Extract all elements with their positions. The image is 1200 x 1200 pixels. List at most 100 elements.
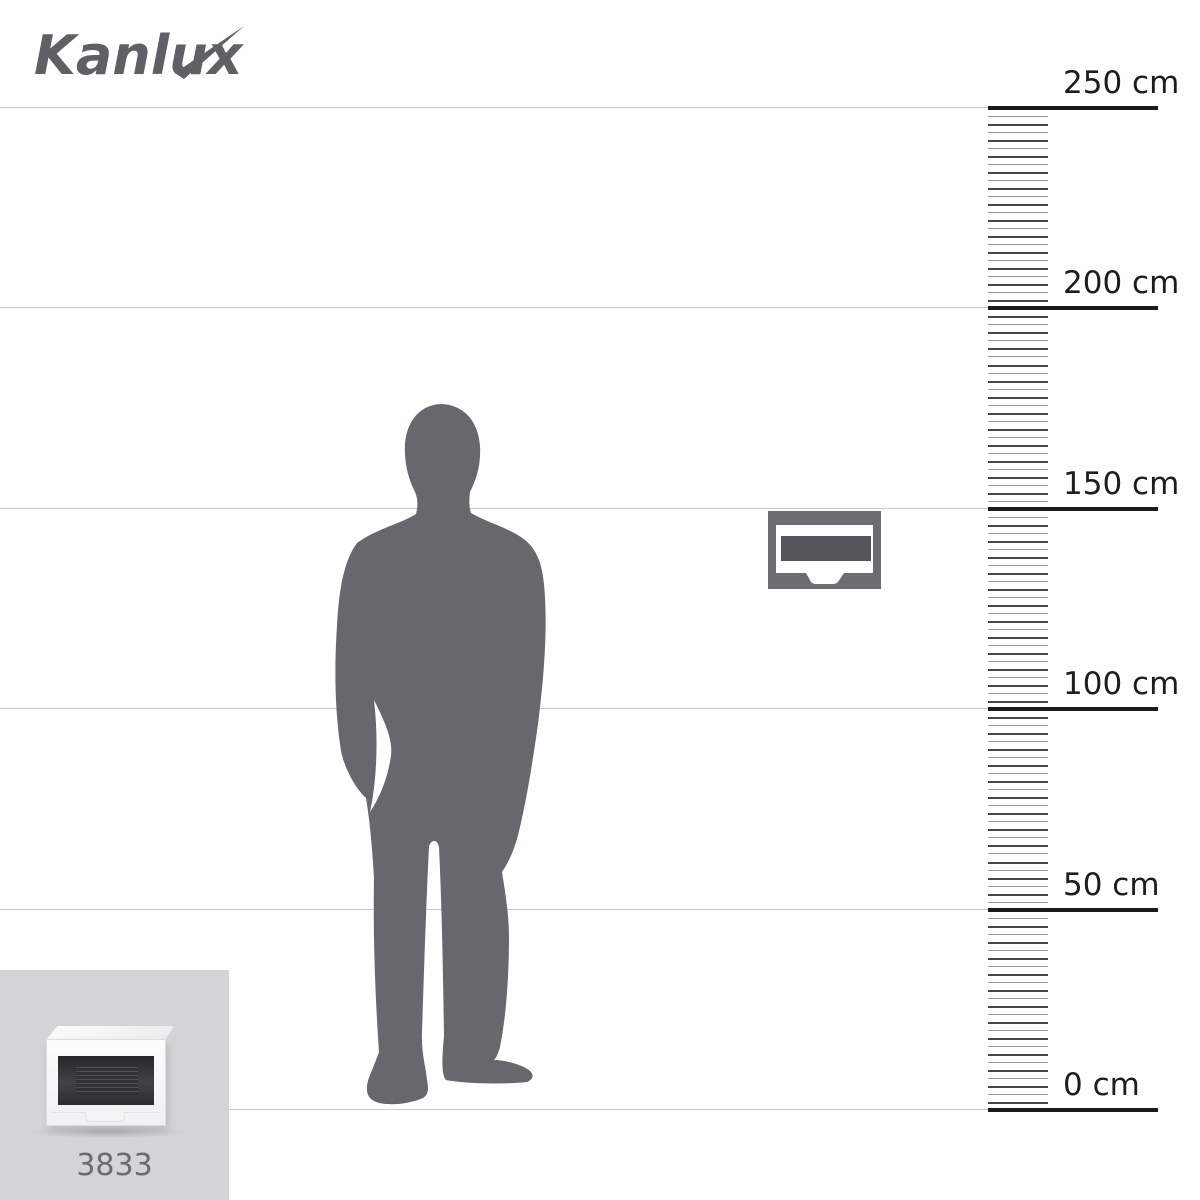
ruler-tick: [988, 116, 1048, 117]
ruler-tick: [988, 316, 1048, 318]
ruler-label: 100 cm: [1063, 666, 1180, 702]
ruler-tick: [988, 693, 1048, 694]
ruler-tick: [988, 982, 1048, 983]
ruler-tick: [988, 405, 1048, 406]
human-silhouette-figure: [335, 404, 546, 1105]
ruler-tick: [988, 300, 1048, 302]
ruler-tick: [988, 493, 1048, 495]
ruler-tick: [988, 573, 1048, 575]
ruler-tick: [988, 292, 1048, 293]
ruler-tick: [988, 1046, 1048, 1047]
ruler-tick: [988, 886, 1048, 887]
ruler-tick: [988, 525, 1048, 527]
ruler-tick: [988, 252, 1048, 254]
kanlux-logo-swoosh: [175, 26, 244, 79]
gridline: [0, 307, 1158, 308]
ruler-tick: [988, 244, 1048, 245]
ruler-tick: [988, 942, 1048, 944]
ruler-tick: [988, 501, 1048, 502]
ruler-tick: [988, 862, 1048, 864]
ruler-tick: [988, 974, 1048, 976]
ruler-tick: [988, 212, 1048, 213]
ruler-tick: [988, 533, 1048, 534]
ruler-tick: [988, 637, 1048, 639]
ruler-tick: [988, 629, 1048, 630]
ruler-tick: [988, 437, 1048, 438]
ruler-tick: [988, 461, 1048, 463]
ruler-tick: [988, 236, 1048, 238]
ruler-tick: [988, 950, 1048, 951]
ruler-tick: [988, 934, 1048, 935]
ruler-tick: [988, 565, 1048, 566]
ruler-major-line: [988, 106, 1158, 110]
ruler-tick: [988, 557, 1048, 559]
ruler-tick: [988, 845, 1048, 847]
ruler-tick: [988, 204, 1048, 206]
product-photo-latch-tab: [85, 1112, 125, 1122]
gridline: [0, 708, 1158, 709]
ruler-tick: [988, 725, 1048, 726]
ruler-tick: [988, 749, 1048, 751]
product-photo: [46, 1039, 166, 1126]
ruler-tick: [988, 124, 1048, 126]
ruler-tick: [988, 172, 1048, 174]
ruler-tick: [988, 621, 1048, 623]
ruler-tick: [988, 878, 1048, 880]
ruler-tick: [988, 284, 1048, 286]
ruler-tick: [988, 613, 1048, 614]
ruler-tick: [988, 220, 1048, 222]
gridline: [0, 909, 1158, 910]
gridline: [0, 1109, 1158, 1110]
ruler-tick: [988, 829, 1048, 831]
ruler-tick: [988, 918, 1048, 919]
ruler-label: 150 cm: [1063, 466, 1180, 502]
ruler-tick: [988, 998, 1048, 999]
ruler-major-line: [988, 507, 1158, 511]
ruler-tick: [988, 276, 1048, 277]
product-photo-smoked-cover: [58, 1056, 154, 1105]
ruler-label: 0 cm: [1063, 1067, 1140, 1103]
ruler-tick: [988, 661, 1048, 662]
ruler-tick: [988, 597, 1048, 598]
ruler-tick: [988, 958, 1048, 960]
ruler-tick: [988, 821, 1048, 822]
ruler-tick: [988, 1094, 1048, 1095]
ruler-tick: [988, 517, 1048, 518]
ruler-tick: [988, 132, 1048, 133]
ruler-tick: [988, 1030, 1048, 1031]
pictogram-latch-notch: [806, 573, 844, 584]
ruler-tick: [988, 180, 1048, 181]
ruler-tick: [988, 894, 1048, 896]
ruler-tick: [988, 453, 1048, 454]
kanlux-logo-text: Kanlux: [34, 24, 245, 87]
ruler-tick: [988, 348, 1048, 350]
ruler-tick: [988, 1070, 1048, 1072]
ruler-tick: [988, 645, 1048, 646]
ruler-label: 50 cm: [1063, 867, 1160, 903]
ruler-tick: [988, 1102, 1048, 1104]
ruler-tick: [988, 1014, 1048, 1015]
ruler-major-line: [988, 707, 1158, 711]
ruler-tick: [988, 757, 1048, 758]
ruler-tick: [988, 477, 1048, 479]
ruler-tick: [988, 789, 1048, 790]
product-thumbnail-item[interactable]: 3833: [0, 970, 229, 1200]
ruler-tick: [988, 677, 1048, 678]
human-silhouette: [335, 404, 546, 1105]
ruler-tick: [988, 188, 1048, 190]
ruler-tick: [988, 156, 1048, 158]
ruler-tick: [988, 1062, 1048, 1063]
ruler-tick: [988, 485, 1048, 486]
ruler-tick: [988, 324, 1048, 325]
ruler-tick: [988, 669, 1048, 671]
ruler-tick: [988, 381, 1048, 383]
ruler-tick: [988, 445, 1048, 447]
ruler-tick: [988, 797, 1048, 799]
pictogram-window: [781, 536, 871, 561]
ruler-tick: [988, 926, 1048, 928]
ruler-tick: [988, 773, 1048, 774]
ruler-tick: [988, 196, 1048, 197]
ruler-tick: [988, 332, 1048, 334]
ruler-tick: [988, 469, 1048, 470]
ruler-tick: [988, 413, 1048, 415]
